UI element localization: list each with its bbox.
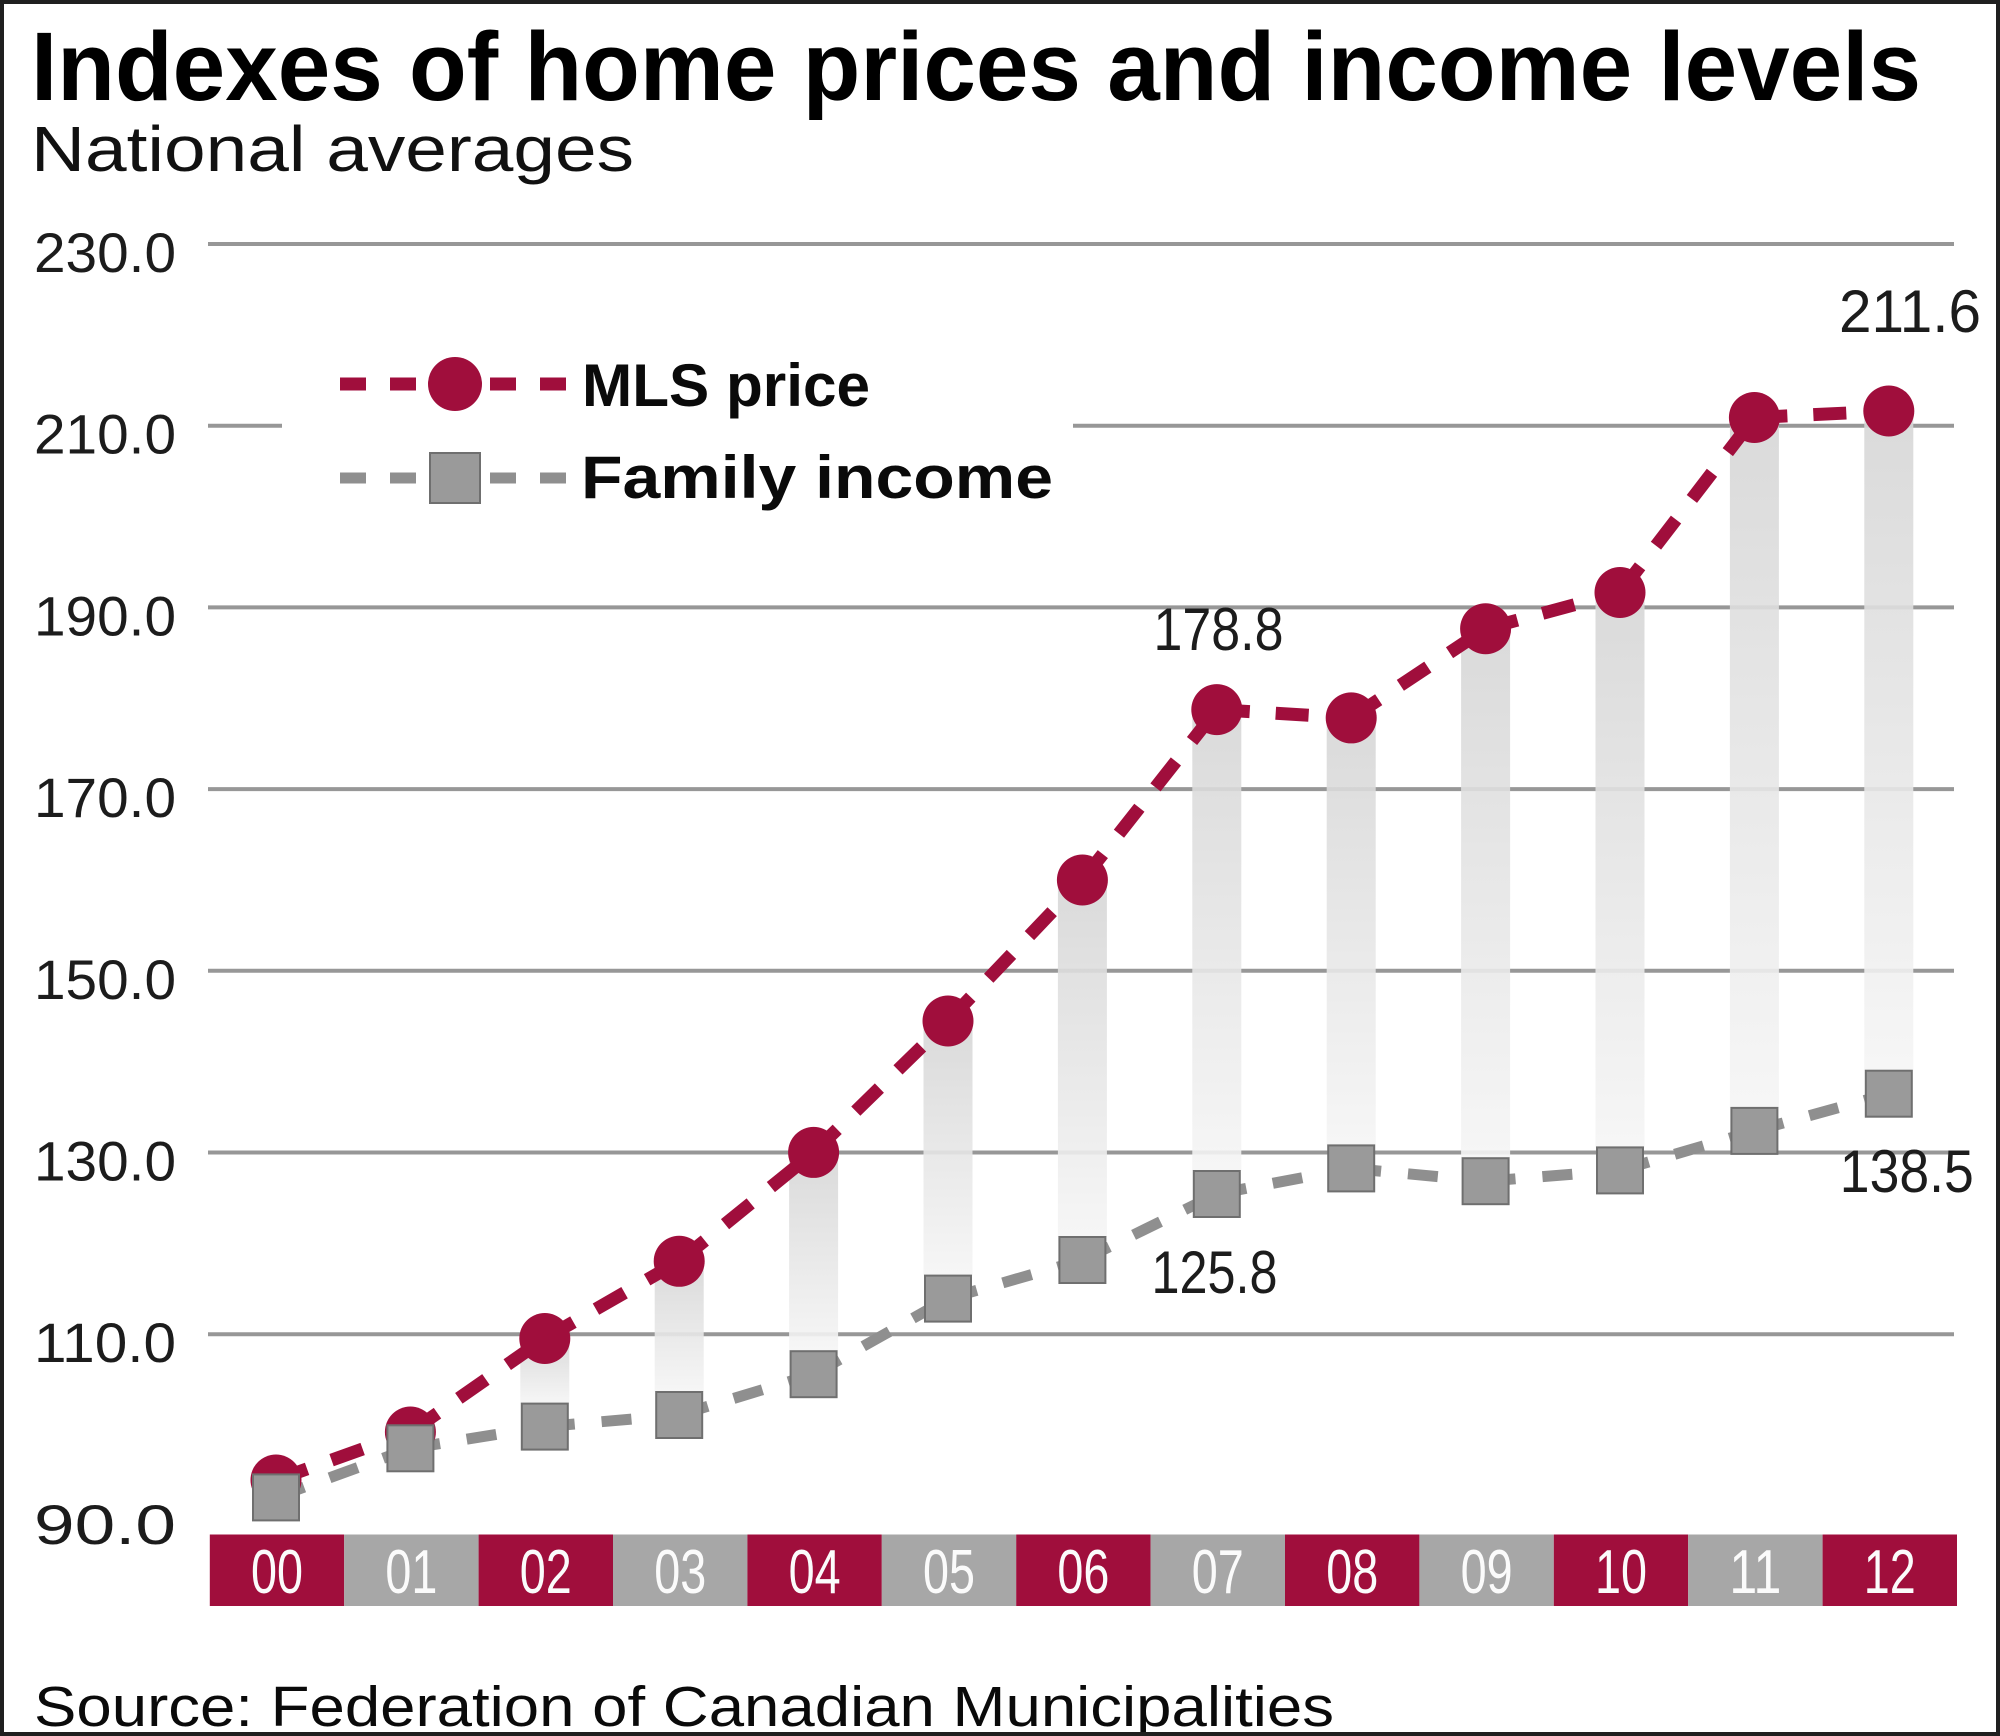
svg-text:Family income: Family income <box>581 444 1053 511</box>
svg-text:MLS price: MLS price <box>582 352 870 419</box>
svg-text:09: 09 <box>1461 1538 1513 1607</box>
svg-text:170.0: 170.0 <box>34 766 176 829</box>
svg-text:10: 10 <box>1595 1538 1647 1607</box>
svg-text:03: 03 <box>654 1538 706 1607</box>
svg-text:Indexes of home prices and inc: Indexes of home prices and income levels <box>31 12 1921 121</box>
svg-text:02: 02 <box>520 1538 572 1607</box>
svg-text:90.0: 90.0 <box>34 1493 176 1556</box>
svg-text:National averages: National averages <box>31 113 634 185</box>
svg-text:12: 12 <box>1864 1538 1916 1607</box>
svg-text:190.0: 190.0 <box>34 584 176 647</box>
svg-text:07: 07 <box>1192 1538 1244 1607</box>
svg-text:11: 11 <box>1729 1538 1781 1607</box>
svg-text:Source: Federation of Canadian: Source: Federation of Canadian Municipal… <box>34 1675 1334 1736</box>
svg-text:138.5: 138.5 <box>1840 1138 1974 1205</box>
svg-text:04: 04 <box>789 1538 841 1607</box>
svg-text:150.0: 150.0 <box>34 948 176 1011</box>
svg-text:00: 00 <box>251 1538 303 1607</box>
svg-text:230.0: 230.0 <box>34 221 176 284</box>
svg-text:211.6: 211.6 <box>1839 278 1981 345</box>
svg-text:01: 01 <box>385 1538 437 1607</box>
svg-text:178.8: 178.8 <box>1154 596 1284 663</box>
svg-text:05: 05 <box>923 1538 975 1607</box>
svg-text:110.0: 110.0 <box>34 1311 176 1374</box>
svg-text:06: 06 <box>1057 1538 1109 1607</box>
svg-text:210.0: 210.0 <box>34 403 176 466</box>
svg-text:130.0: 130.0 <box>34 1130 176 1193</box>
svg-text:125.8: 125.8 <box>1152 1239 1278 1306</box>
svg-text:08: 08 <box>1326 1538 1378 1607</box>
